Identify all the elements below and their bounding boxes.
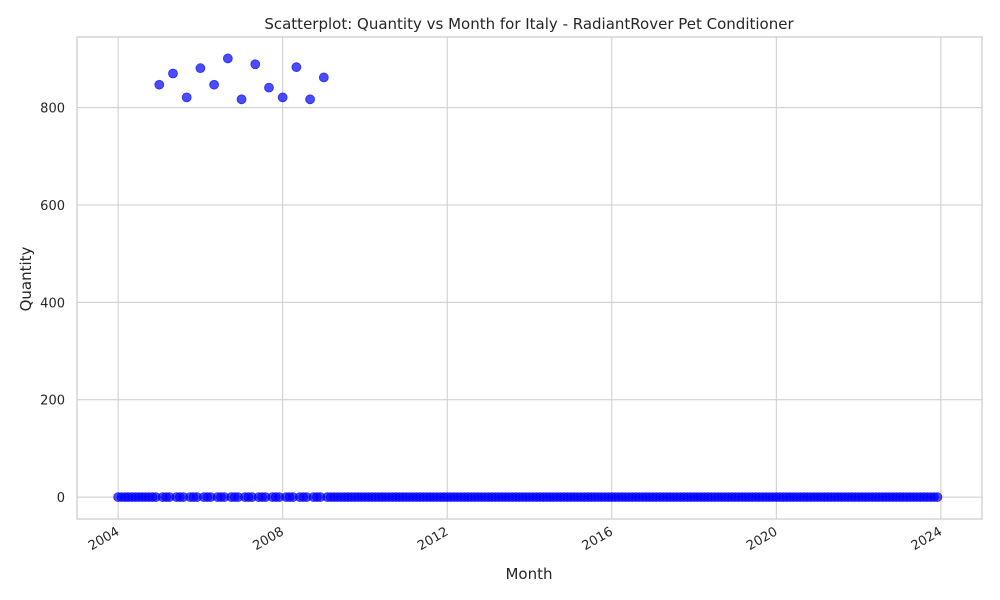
y-axis-label: Quantity bbox=[17, 246, 35, 311]
x-tick-label: 2004 bbox=[86, 524, 122, 554]
y-axis-ticks: 0 200 400 600 800 bbox=[40, 102, 65, 506]
chart-title: Scatterplot: Quantity vs Month for Italy… bbox=[264, 15, 794, 33]
y-tick-label: 600 bbox=[40, 199, 65, 214]
data-point bbox=[277, 92, 288, 103]
y-tick-label: 800 bbox=[40, 102, 65, 117]
data-point bbox=[318, 72, 329, 83]
data-point bbox=[236, 94, 247, 105]
grid bbox=[77, 37, 982, 519]
x-axis-label: Month bbox=[505, 565, 552, 583]
x-tick-label: 2012 bbox=[415, 524, 451, 554]
x-tick-label: 2024 bbox=[909, 524, 945, 554]
data-point bbox=[154, 79, 165, 90]
x-tick-label: 2016 bbox=[580, 524, 616, 554]
x-tick-label: 2020 bbox=[744, 524, 780, 554]
data-point bbox=[264, 82, 274, 93]
data-point bbox=[181, 92, 192, 103]
data-point bbox=[932, 492, 943, 502]
y-tick-label: 400 bbox=[40, 296, 65, 311]
data-point bbox=[209, 79, 220, 90]
x-axis-ticks: 2004 2008 2012 2016 2020 2024 bbox=[86, 524, 945, 554]
plot-frame bbox=[76, 36, 983, 520]
x-tick-label: 2008 bbox=[251, 524, 287, 554]
data-point bbox=[291, 62, 302, 73]
data-point bbox=[222, 53, 233, 64]
y-tick-label: 200 bbox=[40, 394, 65, 409]
data-point bbox=[305, 94, 316, 105]
data-point bbox=[250, 59, 261, 70]
data-points bbox=[113, 53, 943, 502]
y-tick-label: 0 bbox=[57, 491, 65, 506]
data-point bbox=[195, 63, 206, 74]
data-point bbox=[168, 68, 178, 79]
